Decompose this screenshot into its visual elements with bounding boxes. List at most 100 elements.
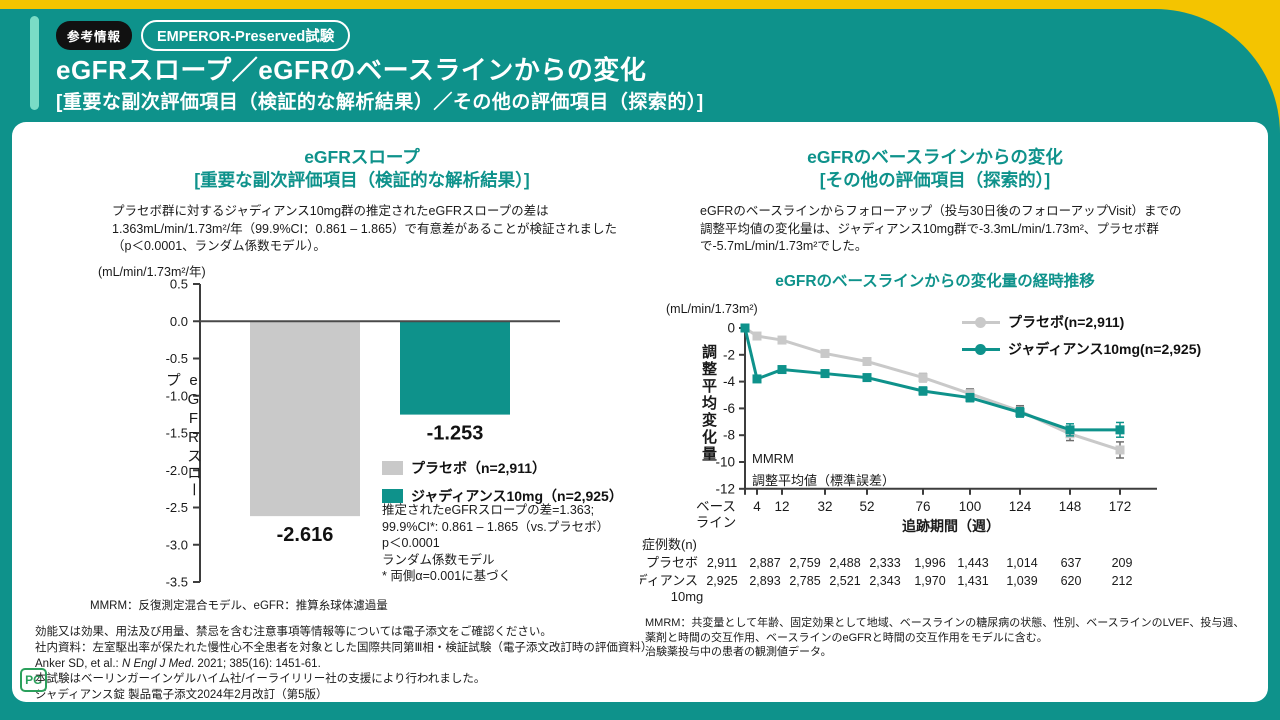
footer-line-precautions: 効能又は効果、用法及び用量、禁忌を含む注意事項等情報等については電子添文をご確認…: [35, 626, 552, 638]
line-chart-footnote: MMRM：共変量として年齢、固定効果として地域、ベースラインの糖尿病の状態、性別…: [645, 617, 1245, 658]
n-value: 2,887: [749, 556, 780, 570]
legend-label: プラセボ(n=2,911): [1008, 314, 1125, 330]
bar-chart-footnote: MMRM：反復測定混合モデル、eGFR：推算糸球体濾過量: [90, 600, 388, 612]
svg-text:32: 32: [817, 499, 832, 514]
svg-text:-4: -4: [723, 374, 735, 389]
x-axis-label: 追跡期間（週）: [902, 518, 1000, 534]
svg-text:-1.0: -1.0: [166, 388, 188, 403]
n-value: 1,443: [957, 556, 988, 570]
svg-text:-8: -8: [723, 428, 735, 443]
line-chart-unit-label: (mL/min/1.73m²): [666, 302, 758, 316]
series-0-point-3: [820, 348, 830, 358]
left-panel-subtitle: [重要な副次評価項目（検証的な解析結果）]: [194, 170, 530, 190]
svg-text:148: 148: [1059, 499, 1082, 514]
svg-text:0: 0: [727, 321, 735, 336]
legend-item: ジャディアンス10mg(n=2,925): [962, 339, 1201, 359]
svg-text:124: 124: [1009, 499, 1032, 514]
legend-swatch: [382, 489, 403, 503]
bar-chart-notes: 推定されたeGFRスロープの差=1.363; 99.9%CI*: 0.861 –…: [382, 503, 610, 583]
series-0-point-4: [862, 357, 872, 366]
legend-line-marker: [962, 343, 1000, 355]
n-table-row-label: ジャディアンス: [640, 573, 698, 588]
svg-text:-0.5: -0.5: [166, 351, 188, 366]
n-value: 637: [1061, 556, 1082, 570]
svg-text:-2.5: -2.5: [166, 500, 188, 515]
n-value: 209: [1112, 556, 1133, 570]
legend-item: プラセボ(n=2,911): [962, 312, 1201, 332]
egfr-change-panel: eGFRのベースラインからの変化 [その他の評価項目（探索的）] eGFRのベー…: [12, 122, 1268, 702]
series-1-point-8: [1065, 425, 1075, 435]
n-value: 2,343: [869, 574, 900, 588]
svg-text:-2.0: -2.0: [166, 463, 188, 478]
line-chart-annotation: MMRM 調整平均値（標準誤差）: [752, 451, 896, 488]
n-value: 2,911: [707, 556, 737, 570]
n-value: 1,431: [957, 574, 988, 588]
n-value: 212: [1112, 574, 1133, 588]
n-value: 2,488: [829, 556, 860, 570]
legend-label: ジャディアンス10mg（n=2,925）: [411, 488, 623, 504]
n-value: 1,970: [914, 574, 945, 588]
bar-0: [250, 321, 360, 517]
svg-text:-12: -12: [715, 481, 735, 496]
n-value: 2,925: [706, 574, 737, 588]
svg-text:4: 4: [753, 499, 761, 514]
left-panel-title: eGFRスロープ: [304, 147, 420, 167]
series-1-point-0: [740, 323, 750, 333]
reference-journal: N Engl J Med: [121, 657, 191, 670]
svg-text:-10: -10: [715, 455, 735, 470]
series-1-point-6: [965, 393, 975, 403]
header-badges: 参考情報 EMPEROR-Preserved試験: [56, 20, 351, 51]
n-value: 2,785: [789, 574, 820, 588]
trial-name-badge: EMPEROR-Preserved試験: [141, 20, 351, 51]
baseline-tick-label: ライン: [696, 515, 737, 530]
svg-text:0.0: 0.0: [170, 314, 188, 329]
svg-text:0.5: 0.5: [170, 277, 188, 292]
svg-text:172: 172: [1109, 499, 1132, 514]
pc-mark-icon: PC: [20, 668, 47, 692]
n-table-row-label: プラセボ: [646, 555, 698, 570]
series-1-point-9: [1115, 425, 1125, 435]
series-line-1: [743, 327, 1120, 432]
n-value: 2,893: [749, 574, 780, 588]
egfr-slope-bar-chart: 0.5 0.0 -0.5 -1.0 -1.5 -2.0 -2.5 -3.0 -3.5 -2.616…: [166, 277, 560, 590]
page-title: eGFRスロープ／eGFRのベースラインからの変化: [56, 55, 647, 85]
n-value: 1,996: [914, 556, 945, 570]
n-table-caption: 症例数(n): [642, 537, 697, 552]
n-table-row-label2: 10mg: [671, 589, 704, 604]
legend-label: プラセボ（n=2,911）: [411, 460, 546, 476]
header-accent-bar: [30, 16, 39, 110]
svg-text:-6: -6: [723, 401, 735, 416]
series-1-point-1: [752, 374, 762, 384]
header: 参考情報 EMPEROR-Preserved試験 eGFRスロープ／eGFRのベ…: [0, 0, 1280, 122]
footer-line-reference: Anker SD, et al.: N Engl J Med. 2021; 38…: [35, 657, 652, 673]
bar-chart-unit-label: (mL/min/1.73m²/年): [98, 265, 206, 279]
bar-value-label-0: -2.616: [277, 524, 334, 546]
content-card: eGFRスロープ [重要な副次評価項目（検証的な解析結果）] プラセボ群に対する…: [12, 122, 1268, 702]
series-1-point-2: [777, 365, 787, 375]
egfr-change-line-chart: 0 -2 -4 -6 -8 -10 -12 4 12 32 52 76 100 124 148 172 ベースラ…: [640, 321, 1157, 604]
n-value: 2,521: [829, 574, 860, 588]
series-1-point-3: [820, 369, 830, 379]
svg-text:-1.5: -1.5: [166, 426, 188, 441]
footer-notes: 効能又は効果、用法及び用量、禁忌を含む注意事項等情報等については電子添文をご確認…: [35, 625, 652, 704]
bar-chart-y-axis-label: eGFRスロープ: [164, 372, 202, 499]
page-subtitle: [重要な副次評価項目（検証的な解析結果）／その他の評価項目（探索的）]: [56, 92, 704, 113]
series-0-point-2: [777, 335, 787, 345]
svg-text:12: 12: [774, 499, 789, 514]
legend-label: ジャディアンス10mg(n=2,925): [1008, 341, 1202, 357]
legend-item: ジャディアンス10mg（n=2,925）: [382, 486, 623, 506]
top-accent-strip: [0, 0, 1280, 9]
left-panel-description: プラセボ群に対するジャディアンス10mg群の推定されたeGFRスロープの差は 1…: [112, 204, 618, 253]
svg-text:-3.5: -3.5: [166, 575, 188, 590]
bar-value-label-1: -1.253: [427, 423, 484, 445]
bar-1: [400, 321, 510, 415]
svg-text:100: 100: [959, 499, 982, 514]
line-chart-title: eGFRのベースラインからの変化量の経時推移: [775, 273, 1095, 290]
footer-line-sponsor: 本試験はベーリンガーインゲルハイム社/イーライリリー社の支援により行われました。: [35, 673, 486, 686]
series-1-point-5: [918, 386, 928, 396]
line-chart-y-axis-label: 調整平均変化量: [700, 344, 717, 463]
n-value: 2,333: [869, 556, 900, 570]
legend-item: プラセボ（n=2,911）: [382, 458, 623, 478]
right-panel-subtitle: [その他の評価項目（探索的）]: [819, 170, 1051, 190]
